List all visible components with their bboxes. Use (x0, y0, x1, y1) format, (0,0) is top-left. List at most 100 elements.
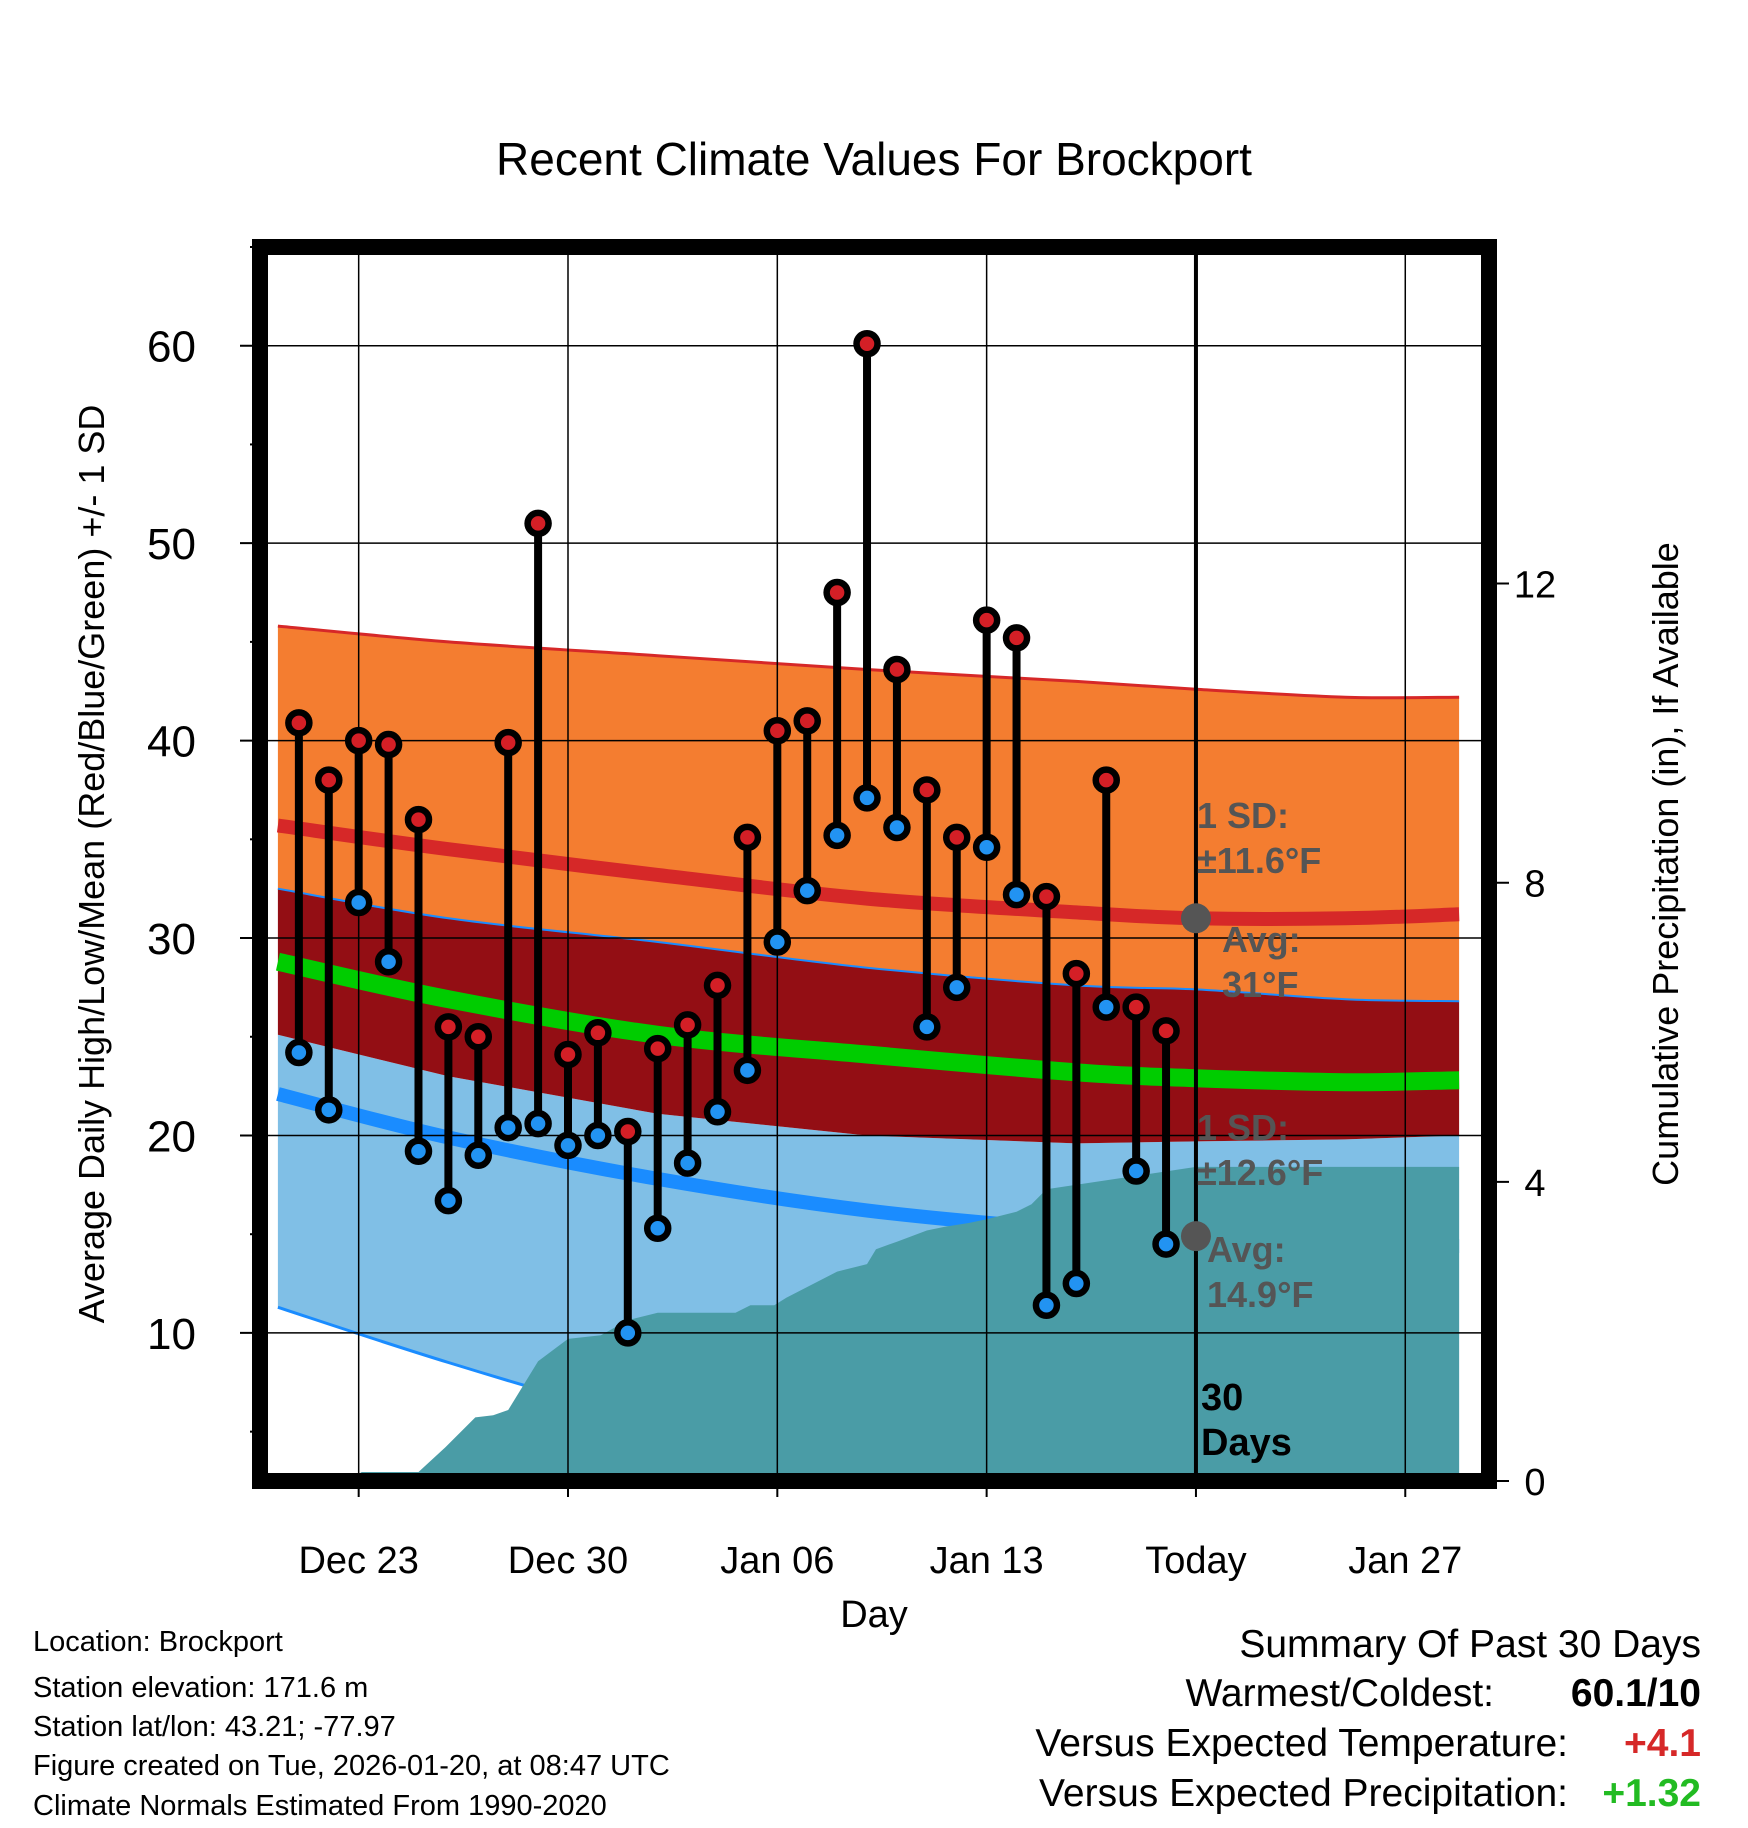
low-lower-line (277, 1305, 885, 1481)
low-avg-marker (1180, 1221, 1211, 1252)
summary-precip-value: +1.32 (1602, 1772, 1701, 1815)
plot-frame (252, 239, 1497, 1489)
high-avg-marker (1180, 903, 1211, 934)
x-axis-label: Day (840, 1594, 908, 1636)
summary-heading: Summary Of Past 30 Days (1239, 1623, 1701, 1666)
x-tick-label: Dec 23 (298, 1540, 418, 1582)
low-obs-point (285, 1038, 313, 1067)
high-lower-line (277, 887, 1460, 1003)
high-obs-point (673, 1011, 702, 1039)
footer-normals: Climate Normals Estimated From 1990-2020 (33, 1790, 607, 1822)
low-obs-point (344, 888, 373, 917)
low-obs-point (913, 1013, 941, 1041)
high-obs-point (434, 1013, 463, 1041)
low-obs-point (883, 813, 911, 842)
high-obs-point (823, 578, 851, 607)
high-obs-point (703, 971, 732, 1000)
high-obs-point (1062, 959, 1091, 988)
low-obs-point (1092, 993, 1120, 1021)
high-sd-annotation: ±11.6°F (1197, 840, 1321, 881)
low-obs-point (1152, 1230, 1180, 1258)
high-obs-point (554, 1040, 582, 1069)
high-obs-point (285, 709, 313, 737)
low-obs-point (374, 947, 403, 976)
high-obs-point (793, 707, 821, 735)
high-normal-line (276, 818, 1460, 926)
high-obs-point (913, 776, 941, 804)
y2-tick-label: 0 (1524, 1462, 1545, 1504)
low-obs-point (823, 821, 851, 850)
low-obs-point (703, 1098, 732, 1126)
x-tick-label: Dec 30 (508, 1540, 628, 1582)
low-sd-annotation: ±12.6°F (1197, 1152, 1323, 1193)
y-tick-label: 10 (147, 1310, 196, 1359)
low-obs-point (972, 833, 1001, 861)
footer-created: Figure created on Tue, 2026-01-20, at 08… (33, 1750, 670, 1782)
low-obs-point (1122, 1157, 1150, 1185)
high-obs-point (972, 606, 1001, 634)
x-tick-label: Today (1145, 1540, 1246, 1582)
y-tick-label: 60 (147, 323, 196, 372)
high-sd-band (277, 626, 1460, 1002)
mean-normal-line (275, 952, 1460, 1092)
low-avg-annotation: Avg: (1207, 1229, 1286, 1270)
low-obs-point (643, 1214, 672, 1243)
days-annotation: Days (1201, 1422, 1292, 1464)
y2-tick-label: 4 (1524, 1163, 1545, 1205)
high-obs-point (374, 730, 403, 759)
y-axis-label: Average Daily High/Low/Mean (Red/Blue/Gr… (71, 405, 112, 1324)
y-tick-label: 40 (147, 718, 196, 767)
high-obs-point (853, 329, 881, 358)
high-obs-point (464, 1023, 493, 1051)
low-obs-point (942, 973, 971, 1002)
high-avg-annotation: Avg: (1222, 919, 1301, 960)
high-obs-point (614, 1117, 642, 1146)
low-obs-point (524, 1109, 552, 1138)
high-obs-point (883, 655, 911, 684)
low-obs-point (404, 1137, 433, 1166)
low-obs-point (763, 928, 792, 956)
high-obs-point (1032, 882, 1061, 911)
y-tick-label: 50 (147, 520, 196, 569)
y2-tick-label: 8 (1524, 864, 1545, 906)
high-obs-point (1122, 993, 1150, 1021)
high-obs-point (524, 509, 552, 538)
summary-temp-label: Versus Expected Temperature: (1035, 1722, 1568, 1765)
y2-tick-label: 12 (1514, 565, 1556, 607)
high-obs-point (763, 716, 792, 745)
x-tick-label: Jan 27 (1348, 1540, 1462, 1582)
x-tick-label: Jan 06 (720, 1540, 834, 1582)
low-obs-point (733, 1056, 762, 1085)
low-obs-point (434, 1186, 463, 1215)
y-tick-label: 20 (147, 1112, 196, 1161)
summary-precip-label: Versus Expected Precipitation: (1039, 1772, 1568, 1815)
high-obs-point (404, 805, 433, 834)
low-obs-point (793, 876, 821, 905)
high-obs-point (733, 823, 762, 852)
low-obs-point (1062, 1269, 1091, 1298)
low-avg-annotation: 14.9°F (1207, 1274, 1313, 1315)
high-obs-point (344, 726, 373, 755)
low-obs-point (853, 784, 881, 812)
low-obs-point (464, 1141, 493, 1169)
low-obs-point (1002, 880, 1031, 909)
y2-axis-label: Cumulative Precipitation (in), If Availa… (1645, 542, 1686, 1186)
low-obs-point (1032, 1291, 1061, 1320)
summary-warm-cold-label: Warmest/Coldest: (1185, 1672, 1494, 1715)
high-obs-point (1002, 624, 1031, 652)
high-obs-point (1092, 766, 1120, 794)
footer-location: Location: Brockport (33, 1626, 283, 1658)
high-sd-annotation: 1 SD: (1197, 795, 1289, 836)
high-obs-point (315, 766, 343, 794)
low-sd-annotation: 1 SD: (1197, 1107, 1289, 1148)
low-obs-point (584, 1121, 612, 1150)
low-obs-point (614, 1319, 642, 1347)
low-obs-point (494, 1113, 522, 1142)
high-obs-point (584, 1019, 612, 1047)
summary-temp-value: +4.1 (1624, 1722, 1701, 1765)
footer-elevation: Station elevation: 171.6 m (33, 1672, 369, 1704)
high-avg-annotation: 31°F (1222, 964, 1298, 1005)
low-obs-point (673, 1149, 702, 1177)
y-tick-label: 30 (147, 915, 196, 964)
